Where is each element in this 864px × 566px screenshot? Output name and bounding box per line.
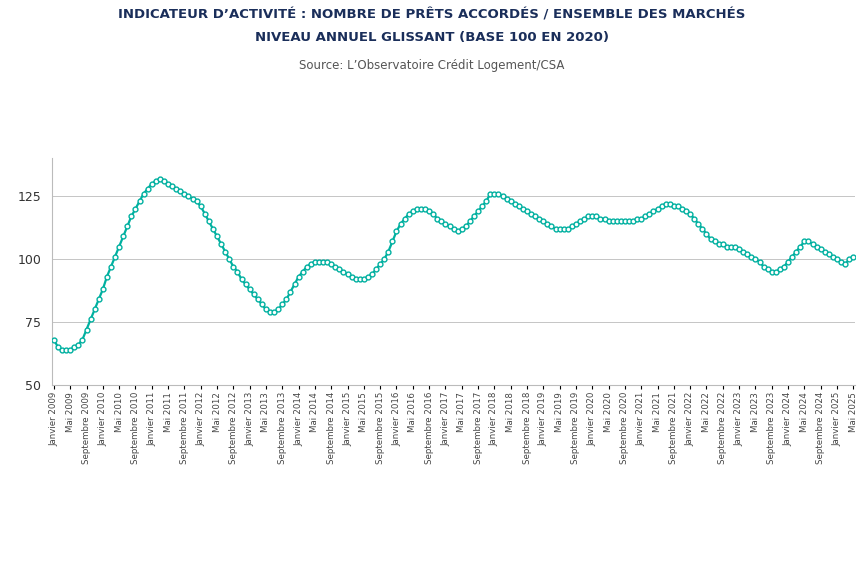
Text: NIVEAU ANNUEL GLISSANT (BASE 100 EN 2020): NIVEAU ANNUEL GLISSANT (BASE 100 EN 2020… [255, 31, 609, 44]
Text: INDICATEUR D’ACTIVITÉ : NOMBRE DE PRÊTS ACCORDÉS / ENSEMBLE DES MARCHÉS: INDICATEUR D’ACTIVITÉ : NOMBRE DE PRÊTS … [118, 8, 746, 22]
Text: Source: L’Observatoire Crédit Logement/CSA: Source: L’Observatoire Crédit Logement/C… [299, 59, 565, 72]
